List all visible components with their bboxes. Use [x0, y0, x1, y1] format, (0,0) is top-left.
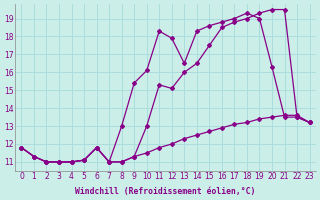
- X-axis label: Windchill (Refroidissement éolien,°C): Windchill (Refroidissement éolien,°C): [75, 187, 256, 196]
